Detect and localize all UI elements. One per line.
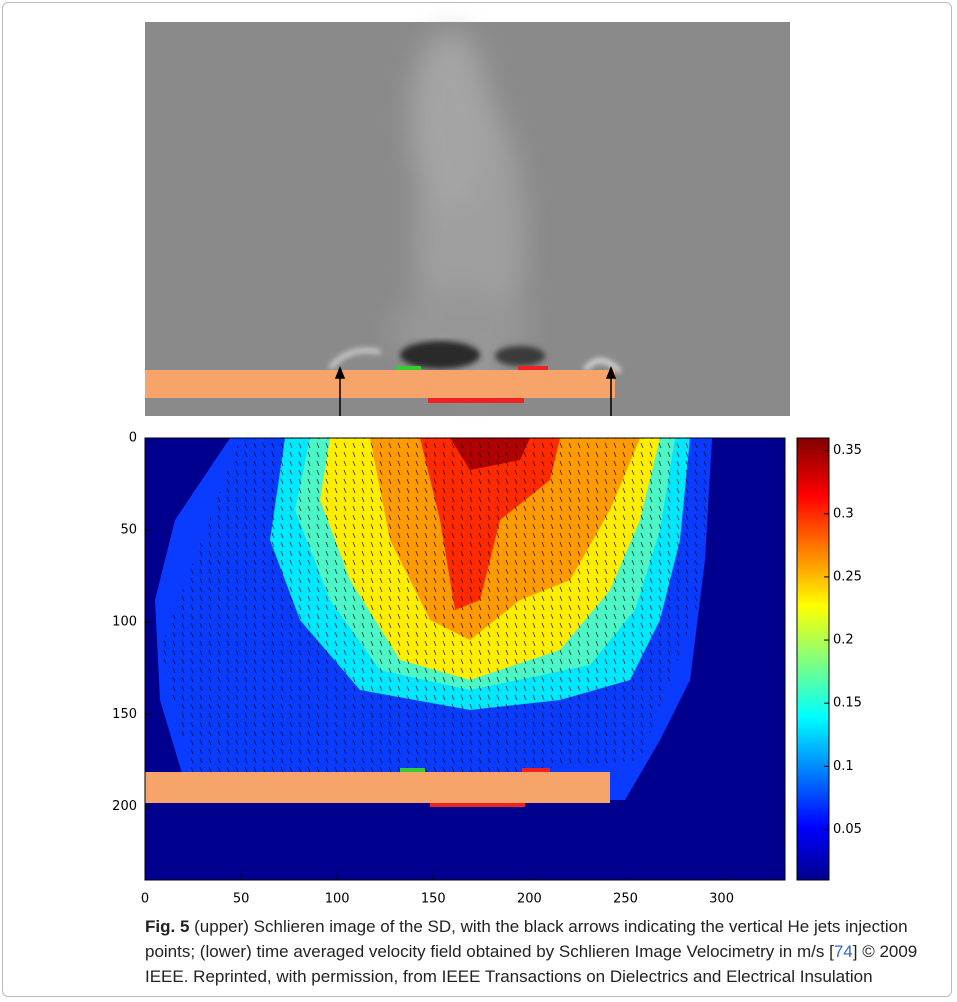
colorbar-tick-label: 0.3 bbox=[833, 506, 854, 521]
velocity-field bbox=[145, 438, 785, 880]
x-tick-label: 100 bbox=[325, 892, 350, 907]
x-tick-label: 200 bbox=[517, 892, 542, 907]
colorbar-tick-label: 0.05 bbox=[833, 822, 862, 837]
y-tick-label: 0 bbox=[129, 431, 137, 446]
reference-link[interactable]: 74 bbox=[834, 942, 853, 961]
y-tick-label: 200 bbox=[112, 799, 137, 814]
x-tick-label: 50 bbox=[233, 892, 250, 907]
caption: Fig. 5 (upper) Schlieren image of the SD… bbox=[145, 914, 940, 989]
x-tick-label: 300 bbox=[709, 892, 734, 907]
colorbar-tick-label: 0.1 bbox=[833, 759, 854, 774]
y-tick-label: 50 bbox=[120, 523, 137, 538]
colorbar-tick-label: 0.15 bbox=[833, 696, 862, 711]
schlieren-image bbox=[145, 22, 790, 416]
colorbar-tick-label: 0.2 bbox=[833, 633, 854, 648]
caption-label: Fig. 5 bbox=[145, 917, 189, 936]
y-tick-label: 150 bbox=[112, 707, 137, 722]
colorbar bbox=[797, 438, 829, 880]
colorbar-tick-label: 0.35 bbox=[833, 443, 862, 458]
y-tick-label: 100 bbox=[112, 615, 137, 630]
colorbar-tick-label: 0.25 bbox=[833, 569, 862, 584]
figure: 0 50 100 150 200 250 300 0 50 100 150 200 0.05 0.1 0.1… bbox=[0, 0, 957, 1002]
page: {"chart_data": {"type": "heatmap", "xlim… bbox=[0, 0, 957, 1002]
caption-text: (upper) Schlieren image of the SD, with … bbox=[145, 917, 908, 961]
x-tick-label: 150 bbox=[421, 892, 446, 907]
x-tick-label: 0 bbox=[141, 892, 149, 907]
x-tick-label: 250 bbox=[613, 892, 638, 907]
